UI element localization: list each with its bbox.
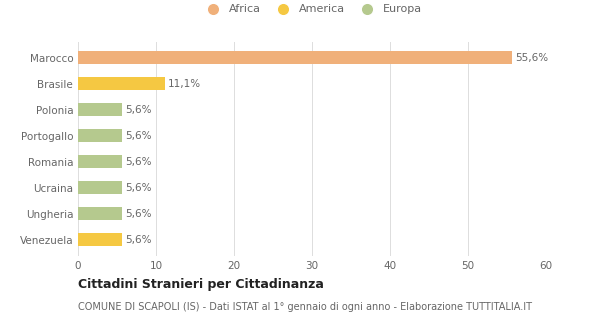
Text: Cittadini Stranieri per Cittadinanza: Cittadini Stranieri per Cittadinanza: [78, 278, 324, 291]
Bar: [78, 77, 164, 90]
Bar: [78, 129, 122, 142]
Text: 5,6%: 5,6%: [125, 105, 151, 115]
Bar: [78, 181, 122, 194]
Text: COMUNE DI SCAPOLI (IS) - Dati ISTAT al 1° gennaio di ogni anno - Elaborazione TU: COMUNE DI SCAPOLI (IS) - Dati ISTAT al 1…: [78, 302, 532, 312]
Bar: [78, 51, 512, 64]
Text: 55,6%: 55,6%: [515, 53, 548, 63]
Bar: [78, 103, 122, 116]
Text: 5,6%: 5,6%: [125, 131, 151, 141]
Text: 5,6%: 5,6%: [125, 183, 151, 193]
Bar: [78, 233, 122, 246]
Text: 11,1%: 11,1%: [168, 79, 201, 89]
Legend: Africa, America, Europa: Africa, America, Europa: [198, 0, 426, 19]
Bar: [78, 207, 122, 220]
Text: 5,6%: 5,6%: [125, 157, 151, 167]
Text: 5,6%: 5,6%: [125, 209, 151, 219]
Bar: [78, 155, 122, 168]
Text: 5,6%: 5,6%: [125, 235, 151, 245]
